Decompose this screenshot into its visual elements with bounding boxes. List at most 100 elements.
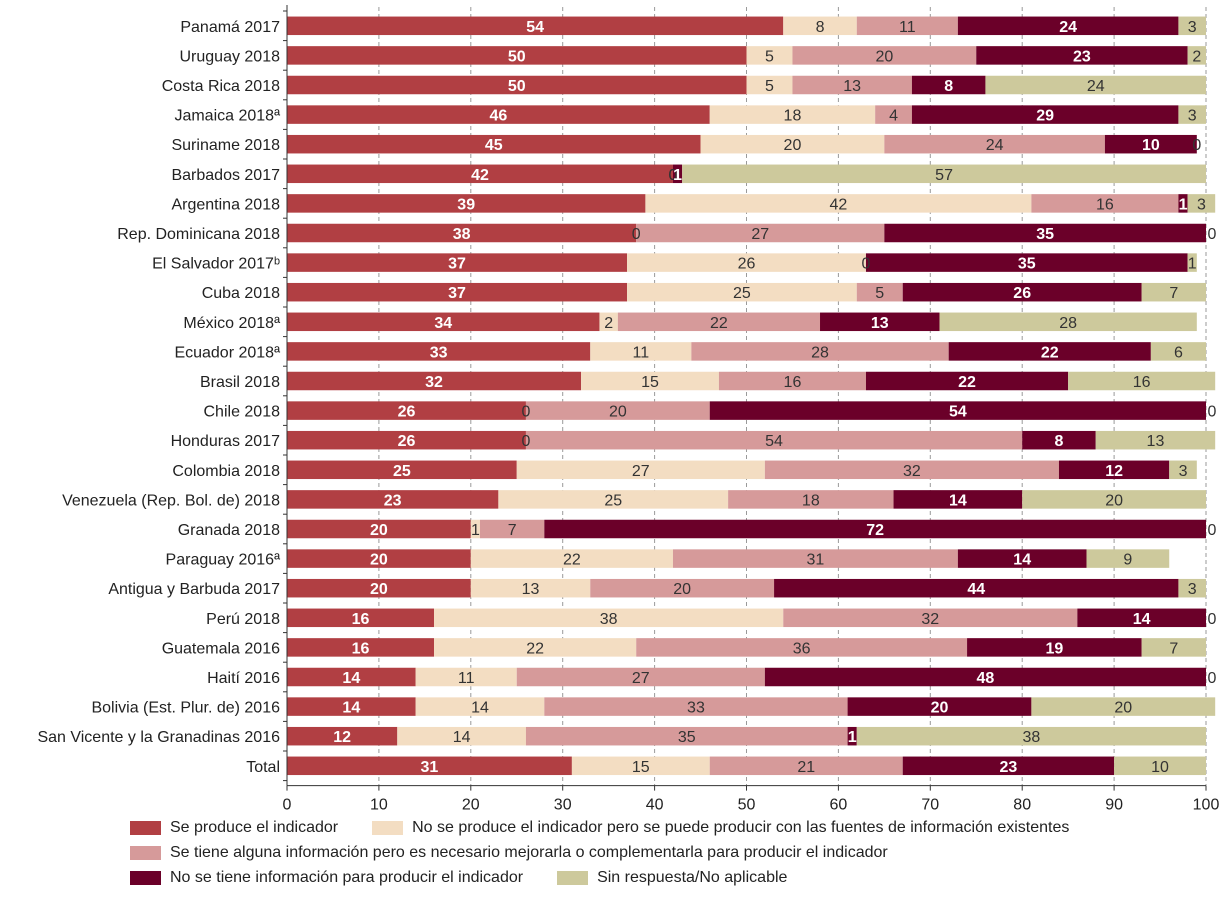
legend-swatch bbox=[557, 870, 589, 885]
value-label: 20 bbox=[931, 700, 949, 717]
bar-segment bbox=[287, 312, 600, 332]
bar-segment bbox=[287, 726, 398, 746]
bar-segment bbox=[1086, 549, 1170, 568]
value-label: 11 bbox=[633, 344, 650, 361]
bar-segment bbox=[287, 282, 628, 302]
value-label: 18 bbox=[802, 492, 820, 509]
bar-segment bbox=[884, 134, 1105, 154]
bar-segment bbox=[434, 638, 637, 657]
value-label: 13 bbox=[871, 315, 889, 332]
bar-segment bbox=[985, 75, 1206, 95]
category-label: Argentina 2018 bbox=[171, 196, 280, 213]
legend-label: No se tiene información para producir el… bbox=[170, 868, 524, 886]
category-label: Costa Rica 2018 bbox=[162, 78, 280, 95]
bar-segment bbox=[1114, 756, 1206, 776]
value-label: 20 bbox=[1105, 492, 1123, 509]
category-label: Colombia 2018 bbox=[172, 463, 280, 480]
bar-segment bbox=[1104, 134, 1197, 154]
value-label: 12 bbox=[1105, 463, 1123, 480]
bar-segment bbox=[434, 608, 784, 628]
value-label: 1 bbox=[848, 729, 857, 746]
bar-segment bbox=[1077, 608, 1206, 628]
bar-segment bbox=[287, 253, 628, 272]
value-label: 26 bbox=[398, 404, 416, 421]
x-tick-label: 80 bbox=[1013, 797, 1031, 810]
value-label: 28 bbox=[1059, 315, 1077, 332]
value-label: 72 bbox=[866, 522, 884, 539]
bar-segment bbox=[856, 726, 1206, 746]
bar-segment bbox=[902, 756, 1115, 776]
bar-segment bbox=[957, 549, 1087, 568]
bar-segment bbox=[976, 46, 1188, 65]
bar-segment bbox=[728, 490, 894, 509]
bar-segment bbox=[682, 164, 1206, 184]
bar-segment bbox=[856, 16, 958, 36]
value-label: 27 bbox=[632, 670, 650, 687]
value-label: 36 bbox=[793, 640, 811, 657]
bar-segment bbox=[516, 667, 765, 687]
bar-segment bbox=[948, 342, 1151, 361]
bar-segment bbox=[645, 194, 1032, 213]
legend-swatch bbox=[130, 845, 161, 860]
value-label: 14 bbox=[342, 670, 360, 687]
bar-segment bbox=[865, 371, 1069, 391]
category-label: Bolivia (Est. Plur. de) 2016 bbox=[91, 700, 280, 717]
value-label: 25 bbox=[733, 285, 751, 302]
value-label: 0 bbox=[1208, 226, 1217, 243]
bar-segment bbox=[287, 371, 582, 391]
x-tick-label: 20 bbox=[462, 797, 480, 810]
bar-segment bbox=[636, 223, 885, 243]
bar-segment bbox=[1141, 638, 1206, 657]
bar-segment bbox=[1169, 460, 1197, 480]
value-label: 15 bbox=[641, 374, 659, 391]
value-label: 11 bbox=[458, 670, 475, 687]
bar-segment bbox=[636, 638, 968, 657]
bar-segment bbox=[893, 490, 1023, 509]
value-label: 16 bbox=[352, 640, 370, 657]
value-label: 38 bbox=[600, 611, 618, 628]
category-label: Paraguay 2016ª bbox=[166, 552, 281, 569]
category-label: Antigua y Barbuda 2017 bbox=[108, 581, 280, 598]
value-label: 0 bbox=[521, 404, 530, 421]
bar-segment bbox=[479, 519, 545, 539]
bars bbox=[287, 16, 1216, 776]
value-label: 14 bbox=[471, 700, 489, 717]
value-label: 0 bbox=[862, 256, 871, 273]
bar-segment bbox=[1187, 194, 1216, 213]
value-label: 26 bbox=[1013, 285, 1031, 302]
category-label: Honduras 2017 bbox=[171, 433, 281, 450]
value-label: 20 bbox=[370, 581, 388, 598]
value-label: 25 bbox=[604, 492, 622, 509]
value-label: 14 bbox=[453, 729, 471, 746]
value-label: 18 bbox=[784, 108, 802, 125]
value-label: 26 bbox=[398, 433, 416, 450]
value-label: 32 bbox=[425, 374, 443, 391]
bar-segment bbox=[287, 75, 747, 95]
category-label: Guatemala 2016 bbox=[162, 640, 280, 657]
bar-segment bbox=[571, 756, 710, 776]
bar-segment bbox=[1058, 460, 1170, 480]
value-label: 23 bbox=[384, 492, 402, 509]
bar-segment bbox=[470, 549, 673, 568]
value-label: 20 bbox=[609, 404, 627, 421]
value-label: 10 bbox=[1142, 137, 1160, 154]
value-label: 7 bbox=[1169, 285, 1178, 302]
value-label: 23 bbox=[1073, 48, 1091, 65]
value-label: 9 bbox=[1123, 552, 1132, 569]
value-label: 15 bbox=[632, 759, 650, 776]
bar-segment bbox=[287, 490, 499, 509]
bar-segment bbox=[397, 726, 526, 746]
legend-row: Se produce el indicador No se produce el … bbox=[130, 815, 1210, 840]
value-label: 38 bbox=[1022, 729, 1040, 746]
value-label: 23 bbox=[1000, 759, 1018, 776]
legend-row: No se tiene información para producir el… bbox=[130, 865, 1210, 890]
value-label: 0 bbox=[1208, 522, 1217, 539]
bar-segment bbox=[672, 164, 683, 184]
bar-segment bbox=[1022, 490, 1206, 509]
bar-segment bbox=[287, 194, 646, 213]
bar-segment bbox=[627, 282, 857, 302]
x-tick-label: 50 bbox=[738, 797, 756, 810]
bar-segment bbox=[544, 519, 1206, 539]
legend-label: Se tiene alguna información pero es nece… bbox=[170, 843, 888, 861]
